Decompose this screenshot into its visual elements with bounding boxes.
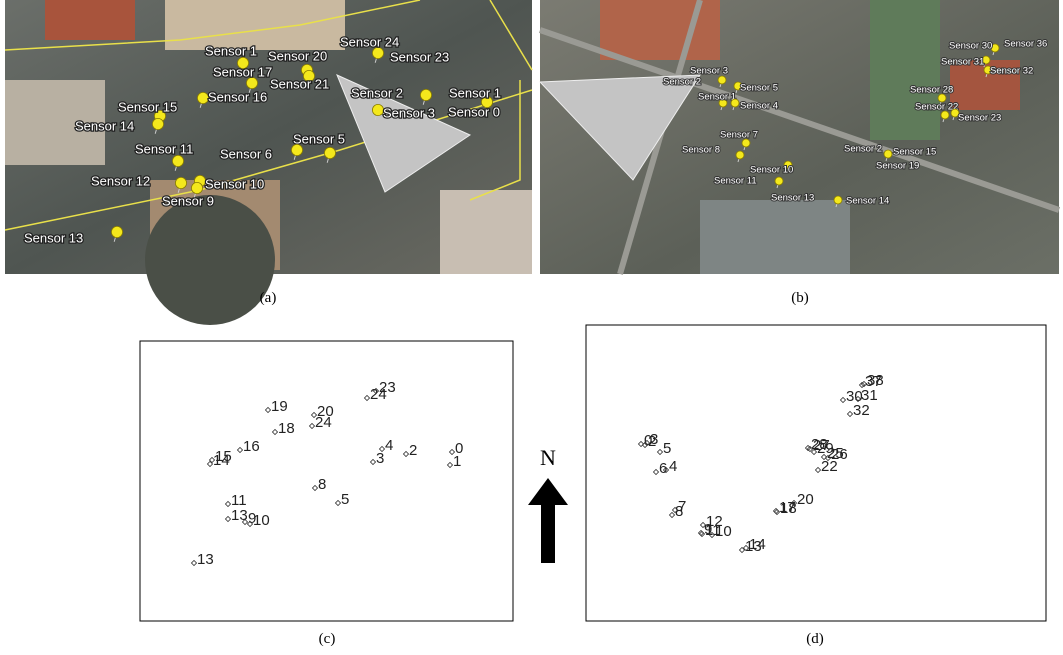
point-label: 1 bbox=[453, 453, 461, 470]
sensor-label: Sensor 10 bbox=[750, 165, 793, 176]
point-label: 6 bbox=[659, 460, 667, 477]
pin bbox=[175, 177, 186, 188]
pin bbox=[884, 150, 892, 158]
sensor-label: Sensor 0 bbox=[448, 104, 500, 119]
caption: (d) bbox=[806, 631, 824, 647]
sensor-label: Sensor 3 bbox=[383, 105, 435, 120]
sensor-label: Sensor 13 bbox=[771, 193, 814, 204]
point-label: 15 bbox=[215, 448, 232, 465]
point-label: 16 bbox=[243, 438, 260, 455]
sensor-label: Sensor 24 bbox=[340, 34, 399, 49]
figure: N (a) (b) (c) (d) Sensor 1Sensor 20Senso… bbox=[0, 0, 1063, 655]
point-label: 20 bbox=[797, 491, 814, 508]
caption: (b) bbox=[791, 290, 809, 306]
point-label: 23 bbox=[379, 379, 396, 396]
pin bbox=[775, 177, 783, 185]
sensor-label: Sensor 5 bbox=[740, 83, 778, 94]
pin bbox=[372, 104, 383, 115]
caption: (a) bbox=[260, 290, 277, 306]
sensor-label: Sensor 16 bbox=[208, 89, 267, 104]
sensor-label: Sensor 21 bbox=[270, 76, 329, 91]
sensor-label: Sensor 1 bbox=[205, 43, 257, 58]
pin bbox=[834, 196, 842, 204]
sensor-label: Sensor 15 bbox=[893, 147, 936, 158]
pin bbox=[152, 118, 163, 129]
compass-label: N bbox=[540, 445, 556, 470]
point-label: 10 bbox=[253, 512, 270, 529]
sensor-label: Sensor 14 bbox=[75, 118, 134, 133]
sensor-label: Sensor 3 bbox=[690, 66, 728, 77]
sensor-label: Sensor 2 bbox=[844, 144, 882, 155]
north-arrow: N bbox=[528, 445, 568, 563]
point-label: 32 bbox=[853, 402, 870, 419]
point-label: 22 bbox=[821, 458, 838, 475]
point-label: 3 bbox=[650, 431, 658, 448]
sensor-label: Sensor 12 bbox=[91, 173, 150, 188]
point-label: 18 bbox=[278, 420, 295, 437]
sensor-label: Sensor 14 bbox=[846, 196, 889, 207]
sensor-label: Sensor 23 bbox=[958, 113, 1001, 124]
sensor-label: Sensor 1 bbox=[449, 85, 501, 100]
sensor-label: Sensor 32 bbox=[990, 66, 1033, 77]
sensor-label: Sensor 6 bbox=[220, 146, 272, 161]
sensor-label: Sensor 1 bbox=[698, 92, 736, 103]
caption: (c) bbox=[319, 631, 336, 647]
sensor-label: Sensor 11 bbox=[714, 176, 757, 187]
sensor-label: Sensor 19 bbox=[876, 161, 919, 172]
sensor-label: Sensor 9 bbox=[162, 193, 214, 208]
point-label: 24 bbox=[315, 414, 332, 431]
point-label: 4 bbox=[385, 437, 393, 454]
point-label: 2 bbox=[409, 442, 417, 459]
sensor-label: Sensor 13 bbox=[24, 230, 83, 245]
pin bbox=[291, 144, 302, 155]
sensor-label: Sensor 17 bbox=[213, 64, 272, 79]
panel-c bbox=[140, 341, 513, 621]
point-label: 8 bbox=[675, 503, 683, 520]
sensor-label: Sensor 5 bbox=[293, 131, 345, 146]
point-label: 18 bbox=[780, 500, 797, 517]
pin bbox=[736, 151, 744, 159]
sensor-label: Sensor 30 bbox=[949, 41, 992, 52]
pin bbox=[111, 226, 122, 237]
sensor-label: Sensor 31 bbox=[941, 57, 984, 68]
sensor-label: Sensor 10 bbox=[205, 176, 264, 191]
pin bbox=[731, 99, 739, 107]
pin bbox=[197, 92, 208, 103]
point-label: 8 bbox=[318, 476, 326, 493]
sensor-label: Sensor 4 bbox=[740, 101, 778, 112]
pin bbox=[172, 155, 183, 166]
point-label: 14 bbox=[749, 536, 766, 553]
sensor-label: Sensor 20 bbox=[268, 48, 327, 63]
sensor-label: Sensor 15 bbox=[118, 99, 177, 114]
point-label: 4 bbox=[669, 458, 677, 475]
pin bbox=[324, 147, 335, 158]
point-label: 19 bbox=[271, 398, 288, 415]
sensor-label: Sensor 2 bbox=[351, 85, 403, 100]
sensor-label: Sensor 23 bbox=[390, 49, 449, 64]
pin bbox=[191, 182, 202, 193]
sensor-label: Sensor 8 bbox=[682, 145, 720, 156]
point-label: 3 bbox=[376, 450, 384, 467]
sensor-label: Sensor 2 bbox=[663, 77, 701, 88]
point-label: 10 bbox=[715, 523, 732, 540]
point-label: 13 bbox=[197, 551, 214, 568]
sensor-label: Sensor 36 bbox=[1004, 39, 1047, 50]
sensor-label: Sensor 28 bbox=[910, 85, 953, 96]
sensor-label: Sensor 7 bbox=[720, 130, 758, 141]
point-label: 5 bbox=[663, 440, 671, 457]
pin bbox=[420, 89, 431, 100]
point-label: 5 bbox=[341, 491, 349, 508]
point-label: 13 bbox=[231, 507, 248, 524]
pin bbox=[718, 76, 726, 84]
sensor-label: Sensor 11 bbox=[135, 141, 193, 156]
